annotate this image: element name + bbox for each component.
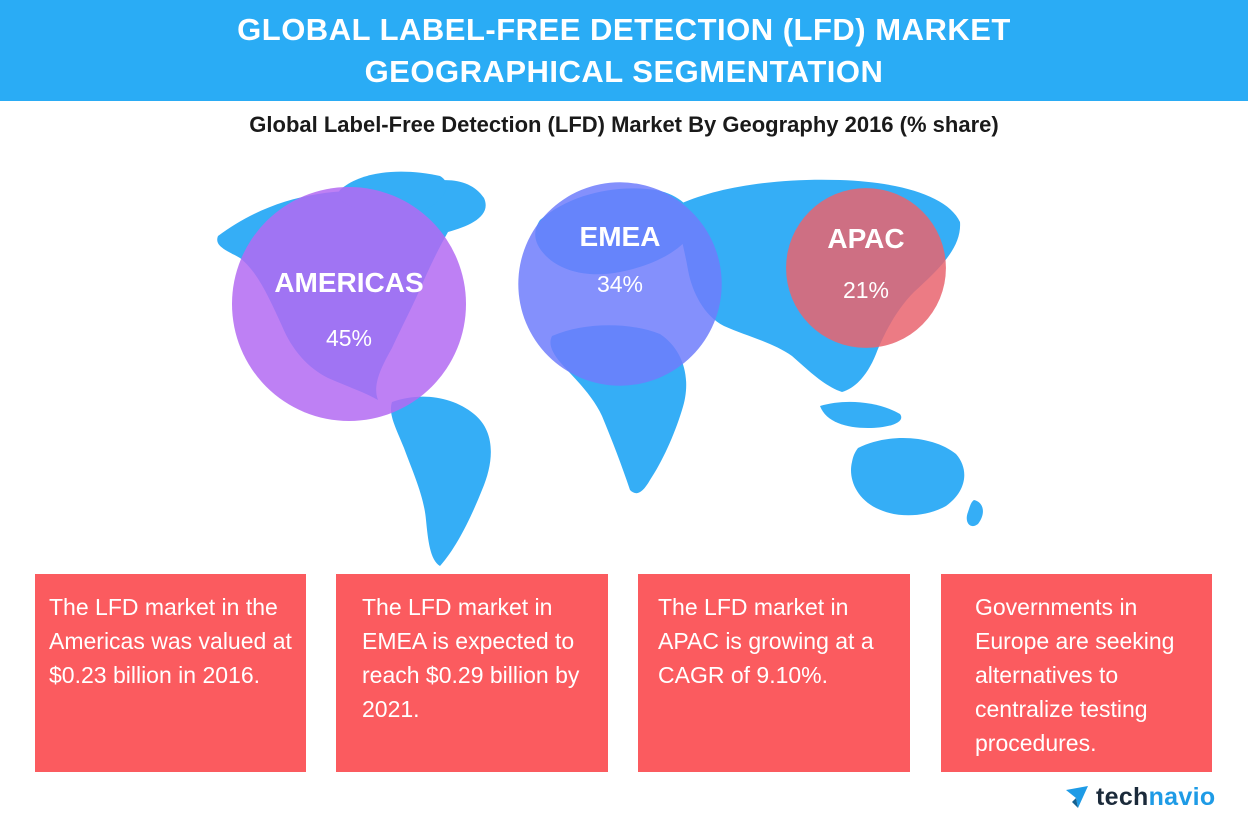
insight-card-europe-governments: Governments in Europe are seeking altern… (941, 574, 1212, 772)
insight-card-apac: The LFD market in APAC is growing at a C… (638, 574, 910, 772)
australia-shape (851, 437, 965, 516)
bubble-series: AMERICAS 45% EMEA 34% APAC 21% (232, 182, 946, 421)
technavio-wordmark: technavio (1096, 783, 1215, 812)
insight-card-emea-text: The LFD market in EMEA is expected to re… (362, 594, 580, 722)
bubble-value-apac: 21% (843, 277, 889, 303)
bubble-label-emea: EMEA (580, 221, 661, 252)
header-banner: GLOBAL LABEL-FREE DETECTION (LFD) MARKET… (0, 0, 1248, 101)
header-title-line-2: GEOGRAPHICAL SEGMENTATION (364, 53, 884, 89)
bubble-emea (518, 182, 722, 386)
technavio-wordmark-suffix: navio (1148, 782, 1216, 811)
technavio-logo: technavio (1064, 780, 1215, 814)
bubble-apac (786, 188, 946, 348)
header-title-line-1: GLOBAL LABEL-FREE DETECTION (LFD) MARKET (237, 11, 1011, 47)
chart-title: Global Label-Free Detection (LFD) Market… (249, 112, 999, 137)
new-zealand-shape (966, 500, 983, 527)
islands-shape (820, 401, 902, 428)
bubble-label-americas: AMERICAS (274, 267, 423, 298)
bubble-label-apac: APAC (827, 223, 904, 254)
bubble-value-americas: 45% (326, 325, 372, 351)
insight-card-emea: The LFD market in EMEA is expected to re… (336, 574, 608, 772)
bubble-americas (232, 187, 466, 421)
insight-card-apac-text: The LFD market in APAC is growing at a C… (658, 594, 874, 688)
south-america-shape (390, 396, 491, 566)
insight-card-europe-governments-text: Governments in Europe are seeking altern… (975, 594, 1175, 756)
bubble-value-emea: 34% (597, 271, 643, 297)
technavio-mark-icon (1066, 786, 1088, 808)
insight-card-americas: The LFD market in the Americas was value… (35, 574, 306, 772)
technavio-wordmark-prefix: tech (1096, 782, 1149, 811)
insight-card-americas-text: The LFD market in the Americas was value… (49, 594, 292, 688)
